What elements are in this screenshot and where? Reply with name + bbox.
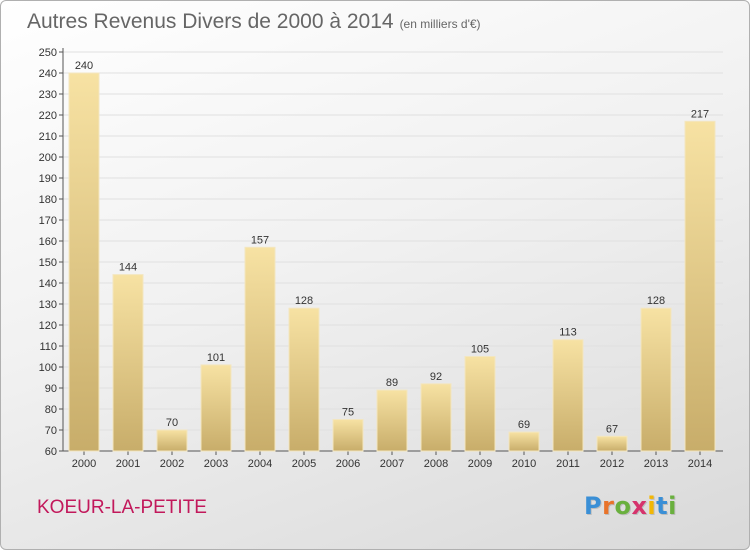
proxiti-logo: Proxiti <box>584 492 677 520</box>
y-tick-label: 200 <box>39 152 57 164</box>
chart-title: Autres Revenus Divers de 2000 à 2014 (en … <box>27 10 481 34</box>
logo-letter: o <box>614 492 632 520</box>
data-label-2012: 67 <box>606 423 618 435</box>
logo-letter: r <box>602 492 615 520</box>
data-label-2014: 217 <box>691 108 709 120</box>
y-tick-label: 160 <box>39 236 57 248</box>
bar-2012 <box>596 435 628 452</box>
data-label-2009: 105 <box>471 344 489 356</box>
commune-name: KOEUR-LA-PETITE <box>37 497 207 518</box>
data-labels: 240 144 70 101 157 128 75 89 92 105 69 113 67 128 217 <box>75 60 709 435</box>
y-tick-label: 150 <box>39 257 57 269</box>
y-tick-label: 60 <box>45 446 57 458</box>
bars <box>68 72 716 452</box>
bar-2008 <box>420 383 452 452</box>
y-tick-label: 250 <box>39 47 57 59</box>
data-label-2007: 89 <box>386 377 398 389</box>
y-tick-label: 220 <box>39 110 57 122</box>
x-tick-label: 2008 <box>424 458 448 470</box>
y-tick-label: 90 <box>45 383 57 395</box>
data-label-2011: 113 <box>559 327 577 339</box>
logo-letter: i <box>647 492 657 520</box>
y-tick-label: 70 <box>45 425 57 437</box>
bar-2007 <box>376 389 408 452</box>
y-tick-label: 230 <box>39 89 57 101</box>
bar-2014 <box>684 120 716 452</box>
bar-2000 <box>68 72 100 452</box>
y-tick-label: 120 <box>39 320 57 332</box>
y-tick-label: 100 <box>39 362 57 374</box>
bar-2001 <box>112 274 144 452</box>
y-tick-label: 210 <box>39 131 57 143</box>
data-label-2001: 144 <box>119 262 137 274</box>
bar-2010 <box>508 431 540 452</box>
logo-letter: i <box>668 492 677 520</box>
chart-title-text: Autres Revenus Divers de 2000 à 2014 <box>27 10 394 33</box>
y-tick-label: 80 <box>45 404 57 416</box>
x-tick-label: 2010 <box>512 458 536 470</box>
bar-2003 <box>200 364 232 452</box>
logo-letter: t <box>656 492 669 520</box>
y-tick-label: 130 <box>39 299 57 311</box>
x-tick-label: 2007 <box>380 458 404 470</box>
data-label-2004: 157 <box>251 234 269 246</box>
x-tick-label: 2009 <box>468 458 492 470</box>
logo-letter: P <box>584 492 603 520</box>
data-label-2002: 70 <box>166 417 178 429</box>
y-tick-label: 170 <box>39 215 57 227</box>
x-tick-label: 2004 <box>248 458 272 470</box>
y-tick-label: 110 <box>39 341 57 353</box>
bar-2013 <box>640 307 672 452</box>
y-tick-label: 140 <box>39 278 57 290</box>
data-label-2008: 92 <box>430 371 442 383</box>
x-tick-label: 2003 <box>204 458 228 470</box>
logo-letter: x <box>631 492 648 520</box>
bar-2011 <box>552 339 584 452</box>
x-tick-label: 2002 <box>160 458 184 470</box>
data-label-2013: 128 <box>647 295 665 307</box>
y-tick-label: 180 <box>39 194 57 206</box>
x-tick-label: 2001 <box>116 458 140 470</box>
chart-subtitle: (en milliers d'€) <box>399 17 481 31</box>
x-tick-label: 2006 <box>336 458 360 470</box>
x-tick-label: 2012 <box>600 458 624 470</box>
x-tick-label: 2013 <box>644 458 668 470</box>
x-tick-label: 2011 <box>556 458 580 470</box>
y-tick-label: 240 <box>39 68 57 80</box>
data-label-2006: 75 <box>342 407 354 419</box>
y-tick-label: 190 <box>39 173 57 185</box>
x-tick-label: 2014 <box>688 458 712 470</box>
gridlines <box>63 51 723 452</box>
bar-2005 <box>288 307 320 452</box>
data-label-2005: 128 <box>295 295 313 307</box>
bar-2002 <box>156 429 188 452</box>
data-label-2003: 101 <box>207 352 225 364</box>
x-tick-label: 2005 <box>292 458 316 470</box>
data-label-2010: 69 <box>518 419 530 431</box>
data-label-2000: 240 <box>75 60 93 72</box>
bar-2006 <box>332 419 364 452</box>
x-tick-label: 2000 <box>72 458 96 470</box>
bar-2004 <box>244 246 276 452</box>
bar-2009 <box>464 356 496 452</box>
